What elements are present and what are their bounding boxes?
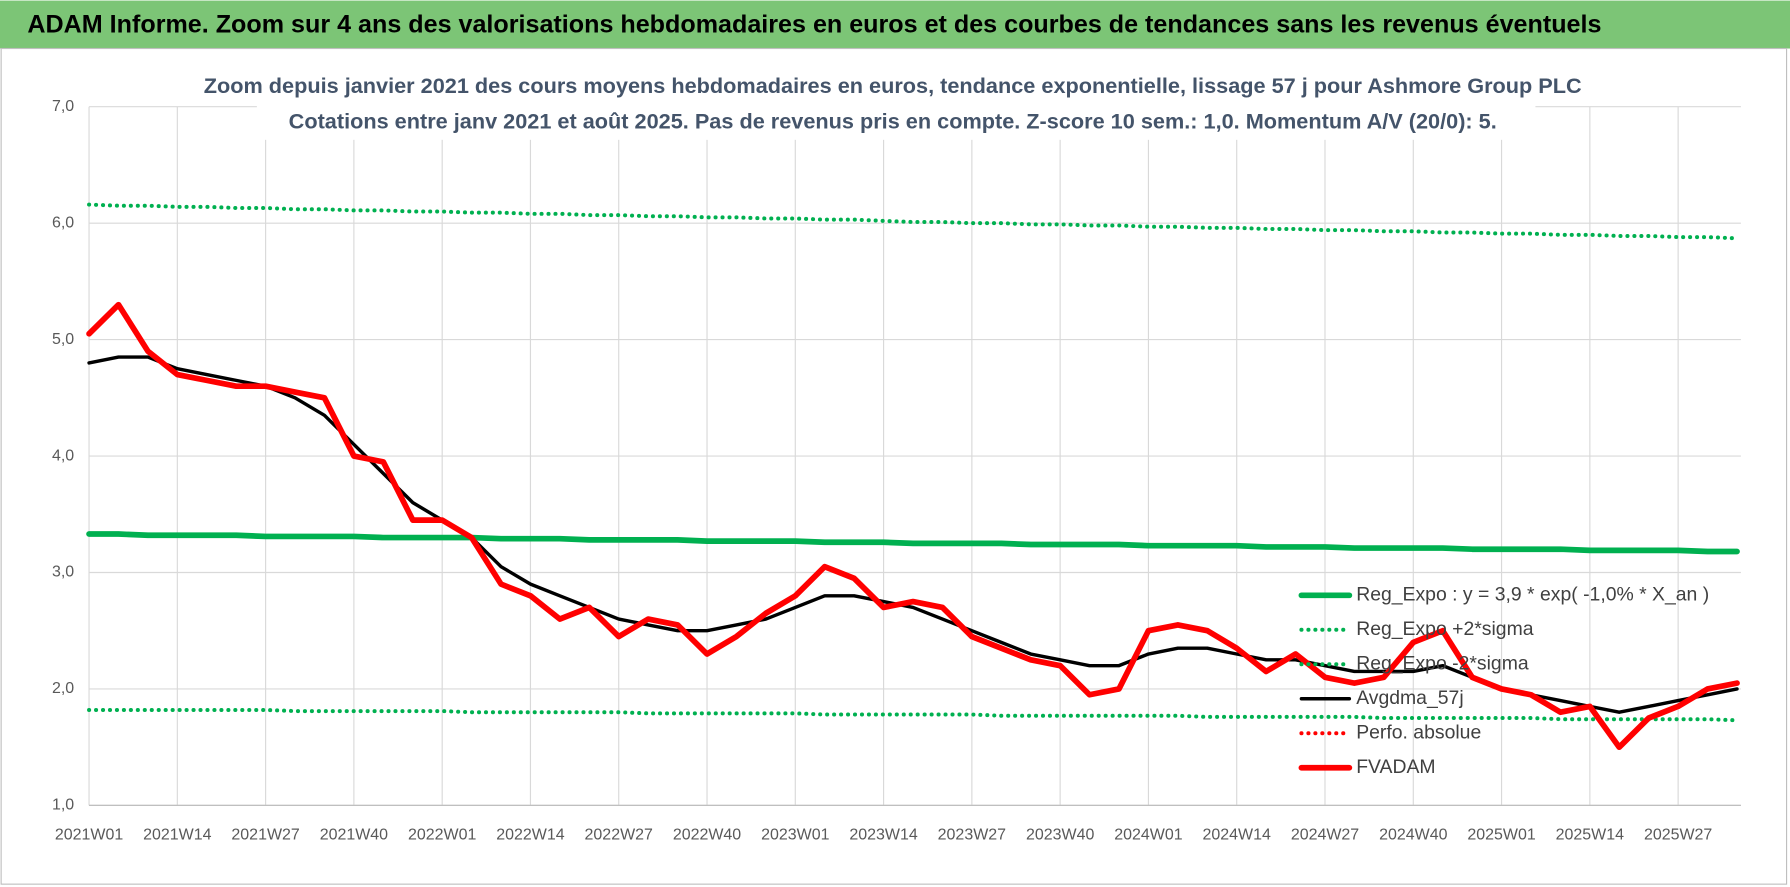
x-tick-label: 2022W27 bbox=[585, 826, 653, 843]
series-line bbox=[86, 531, 1740, 555]
legend-label: Reg_Expo -2*sigma bbox=[1356, 652, 1529, 674]
series-line bbox=[87, 355, 1739, 714]
x-tick-label: 2023W40 bbox=[1026, 826, 1094, 843]
x-tick-label: 2021W27 bbox=[231, 826, 299, 843]
legend-label: Perfo. absolue bbox=[1356, 721, 1481, 743]
x-tick-label: 2024W40 bbox=[1379, 826, 1447, 843]
y-tick-label: 1,0 bbox=[52, 797, 74, 814]
x-tick-label: 2022W01 bbox=[408, 826, 476, 843]
y-tick-label: 3,0 bbox=[52, 564, 74, 581]
x-tick-label: 2023W14 bbox=[849, 826, 917, 843]
legend-label: FVADAM bbox=[1356, 756, 1435, 778]
series-line bbox=[86, 301, 1740, 751]
x-tick-label: 2021W14 bbox=[143, 826, 211, 843]
y-tick-label: 5,0 bbox=[52, 331, 74, 348]
y-tick-label: 2,0 bbox=[52, 680, 74, 697]
x-tick-label: 2024W27 bbox=[1291, 826, 1359, 843]
x-tick-label: 2021W01 bbox=[55, 826, 123, 843]
legend-label: Reg_Expo +2*sigma bbox=[1356, 618, 1534, 640]
x-tick-label: 2022W40 bbox=[673, 826, 741, 843]
chart-frame bbox=[0, 47, 1788, 885]
title-box bbox=[256, 69, 1536, 140]
header-title: ADAM Informe. Zoom sur 4 ans des valoris… bbox=[27, 10, 1601, 38]
legend-label: Reg_Expo : y = 3,9 * exp( -1,0% * X_an ) bbox=[1356, 583, 1709, 605]
y-tick-label: 7,0 bbox=[52, 98, 74, 115]
x-tick-label: 2024W01 bbox=[1114, 826, 1182, 843]
y-tick-label: 6,0 bbox=[52, 214, 74, 231]
x-tick-label: 2022W14 bbox=[496, 826, 564, 843]
x-tick-label: 2023W01 bbox=[761, 826, 829, 843]
x-tick-label: 2025W14 bbox=[1556, 826, 1624, 843]
legend-label: Avgdma_57j bbox=[1356, 687, 1463, 709]
x-tick-label: 2023W27 bbox=[938, 826, 1006, 843]
series-line bbox=[87, 707, 1740, 723]
series-line bbox=[87, 202, 1740, 241]
x-tick-label: 2025W01 bbox=[1467, 826, 1535, 843]
x-tick-label: 2025W27 bbox=[1644, 826, 1712, 843]
chart-title: Zoom depuis janvier 2021 des cours moyen… bbox=[204, 73, 1582, 98]
x-tick-label: 2021W40 bbox=[320, 826, 388, 843]
chart-subtitle: Cotations entre janv 2021 et août 2025. … bbox=[289, 108, 1497, 133]
x-tick-label: 2024W14 bbox=[1203, 826, 1271, 843]
header-bar bbox=[0, 0, 1790, 49]
y-tick-label: 4,0 bbox=[52, 447, 74, 464]
